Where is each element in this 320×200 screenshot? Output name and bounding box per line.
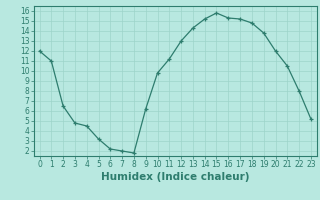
X-axis label: Humidex (Indice chaleur): Humidex (Indice chaleur) xyxy=(101,172,250,182)
